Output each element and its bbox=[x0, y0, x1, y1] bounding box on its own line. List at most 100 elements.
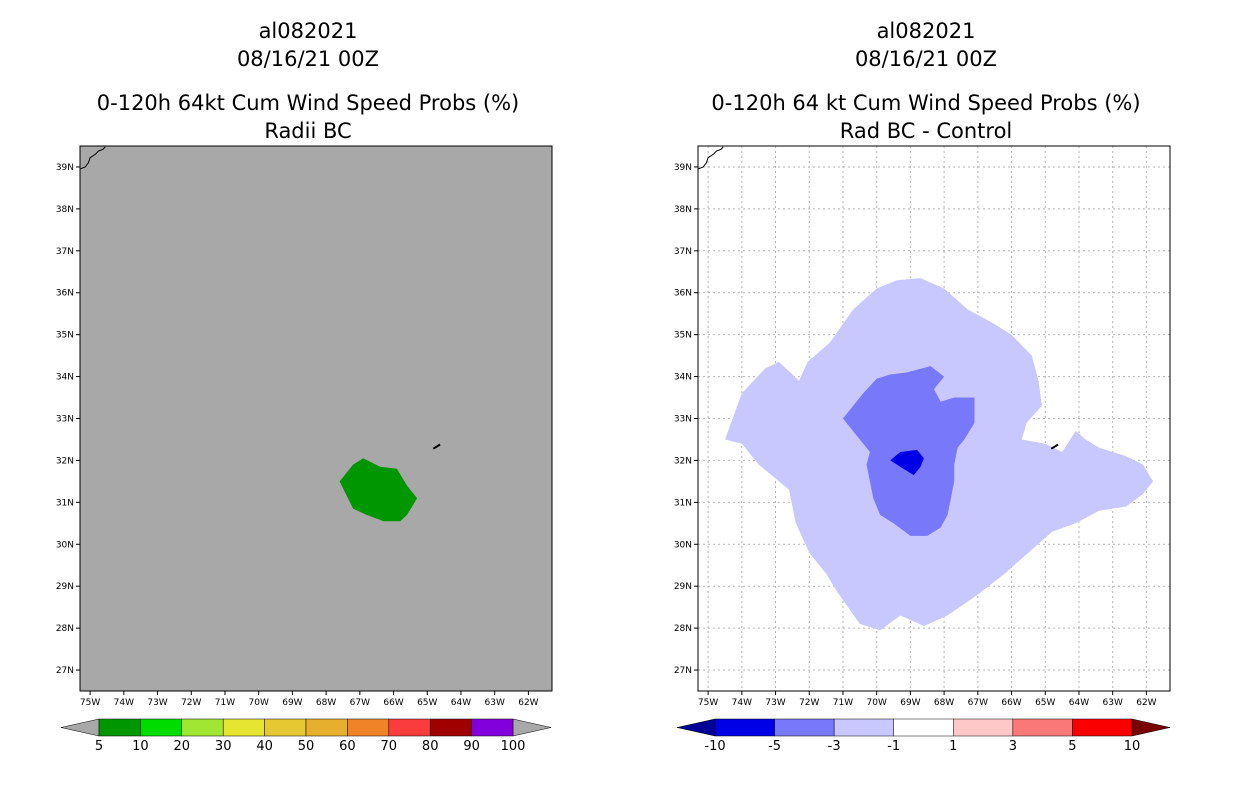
lat-tick-label: 32N bbox=[56, 456, 74, 466]
colorbar-swatch bbox=[98, 718, 141, 737]
lat-tick-label: 29N bbox=[56, 582, 74, 592]
lat-tick-label: 35N bbox=[674, 331, 692, 341]
lat-tick-label: 32N bbox=[674, 456, 692, 466]
lat-tick-label: 34N bbox=[56, 373, 74, 383]
colorbar-label: 10 bbox=[1124, 739, 1141, 754]
lat-tick-label: 34N bbox=[674, 373, 692, 383]
lon-tick-label: 72W bbox=[799, 698, 819, 708]
left-coastline bbox=[79, 146, 106, 170]
right-title-subtitle: Rad BC - Control bbox=[840, 119, 1013, 143]
lon-tick-label: 75W bbox=[80, 698, 100, 708]
left-title-storm: al082021 bbox=[259, 19, 358, 43]
lat-tick-label: 28N bbox=[56, 624, 74, 634]
lon-tick-label: 64W bbox=[451, 698, 471, 708]
colorbar-label: 70 bbox=[381, 739, 398, 754]
colorbar-swatch bbox=[388, 718, 431, 737]
colorbar-label: -5 bbox=[768, 739, 781, 754]
colorbar-label: 100 bbox=[501, 739, 526, 754]
lon-tick-label: 63W bbox=[485, 698, 505, 708]
left-probability-region bbox=[339, 458, 418, 522]
colorbar-label: 30 bbox=[215, 739, 232, 754]
lat-tick-label: 35N bbox=[56, 331, 74, 341]
lat-tick-label: 39N bbox=[674, 163, 692, 173]
right-title-storm: al082021 bbox=[877, 19, 976, 43]
colorbar-label: 80 bbox=[422, 739, 439, 754]
colorbar-right-arrow bbox=[1131, 718, 1171, 737]
colorbar-label: 5 bbox=[95, 739, 103, 754]
colorbar-label: 40 bbox=[256, 739, 273, 754]
colorbar-swatch bbox=[181, 718, 224, 737]
colorbar-label: 10 bbox=[132, 739, 149, 754]
lat-tick-label: 30N bbox=[674, 540, 692, 550]
colorbar-swatch bbox=[893, 718, 954, 737]
left-title-date: 08/16/21 00Z bbox=[237, 47, 379, 71]
lat-tick-label: 31N bbox=[674, 498, 692, 508]
colorbar-label: 3 bbox=[1009, 739, 1017, 754]
lon-tick-label: 68W bbox=[934, 698, 954, 708]
colorbar-left-arrow bbox=[60, 718, 100, 737]
lon-tick-label: 74W bbox=[732, 698, 752, 708]
lat-tick-label: 38N bbox=[674, 205, 692, 215]
colorbar-label: 1 bbox=[949, 739, 957, 754]
lon-tick-label: 71W bbox=[215, 698, 235, 708]
lon-tick-label: 73W bbox=[147, 698, 167, 708]
lon-tick-label: 70W bbox=[249, 698, 269, 708]
lon-tick-label: 66W bbox=[1001, 698, 1021, 708]
left-panel: al082021 08/16/21 00Z 0-120h 64kt Cum Wi… bbox=[56, 19, 553, 754]
colorbar-swatch bbox=[222, 718, 265, 737]
lon-tick-label: 64W bbox=[1069, 698, 1089, 708]
lon-tick-label: 75W bbox=[698, 698, 718, 708]
lon-tick-label: 71W bbox=[833, 698, 853, 708]
colorbar-swatch bbox=[305, 718, 348, 737]
colorbar-swatch bbox=[774, 718, 835, 737]
left-colorbar: 5 10 20 30 40 50 60 70 80 90 100 bbox=[60, 718, 552, 754]
left-title-product: 0-120h 64kt Cum Wind Speed Probs (%) bbox=[97, 91, 519, 115]
colorbar-label: 20 bbox=[174, 739, 191, 754]
colorbar-swatch bbox=[140, 718, 183, 737]
lon-tick-label: 67W bbox=[350, 698, 370, 708]
lon-tick-label: 69W bbox=[282, 698, 302, 708]
lat-tick-label: 33N bbox=[56, 415, 74, 425]
colorbar-right-arrow bbox=[512, 718, 552, 737]
lat-tick-label: 31N bbox=[56, 498, 74, 508]
colorbar-swatch bbox=[1012, 718, 1073, 737]
right-colorbar: -10 -5 -3 -1 1 3 5 10 bbox=[676, 718, 1171, 754]
lat-tick-label: 33N bbox=[674, 415, 692, 425]
right-title-date: 08/16/21 00Z bbox=[855, 47, 997, 71]
lon-tick-label: 68W bbox=[316, 698, 336, 708]
left-island bbox=[432, 443, 441, 450]
lat-tick-label: 30N bbox=[56, 540, 74, 550]
colorbar-swatch bbox=[347, 718, 390, 737]
lon-tick-label: 66W bbox=[383, 698, 403, 708]
lon-tick-label: 69W bbox=[900, 698, 920, 708]
lat-tick-label: 28N bbox=[674, 624, 692, 634]
left-map-background bbox=[80, 146, 552, 691]
left-axis-ticks: 75W 74W 73W 72W 71W 70W 69W 68W 67W 66W 65W 64W 63W 6… bbox=[56, 163, 539, 708]
colorbar-label: 50 bbox=[298, 739, 315, 754]
lon-tick-label: 70W bbox=[867, 698, 887, 708]
colorbar-swatch bbox=[429, 718, 472, 737]
right-difference-region-dark bbox=[890, 449, 924, 476]
lon-tick-label: 74W bbox=[114, 698, 134, 708]
lat-tick-label: 39N bbox=[56, 163, 74, 173]
colorbar-label: 90 bbox=[463, 739, 480, 754]
colorbar-swatch bbox=[1072, 718, 1133, 737]
right-island bbox=[1050, 443, 1059, 450]
colorbar-label: -10 bbox=[704, 739, 725, 754]
lat-tick-label: 38N bbox=[56, 205, 74, 215]
colorbar-swatch bbox=[264, 718, 307, 737]
lon-tick-label: 65W bbox=[1035, 698, 1055, 708]
lon-tick-label: 72W bbox=[181, 698, 201, 708]
lat-tick-label: 27N bbox=[674, 666, 692, 676]
lon-tick-label: 65W bbox=[417, 698, 437, 708]
lat-tick-label: 36N bbox=[56, 289, 74, 299]
lon-tick-label: 63W bbox=[1103, 698, 1123, 708]
colorbar-label: -3 bbox=[828, 739, 841, 754]
colorbar-swatch bbox=[833, 718, 894, 737]
colorbar-left-arrow bbox=[676, 718, 716, 737]
lat-tick-label: 37N bbox=[56, 247, 74, 257]
colorbar-swatch bbox=[471, 718, 514, 737]
colorbar-label: -1 bbox=[887, 739, 900, 754]
colorbar-swatch bbox=[953, 718, 1014, 737]
